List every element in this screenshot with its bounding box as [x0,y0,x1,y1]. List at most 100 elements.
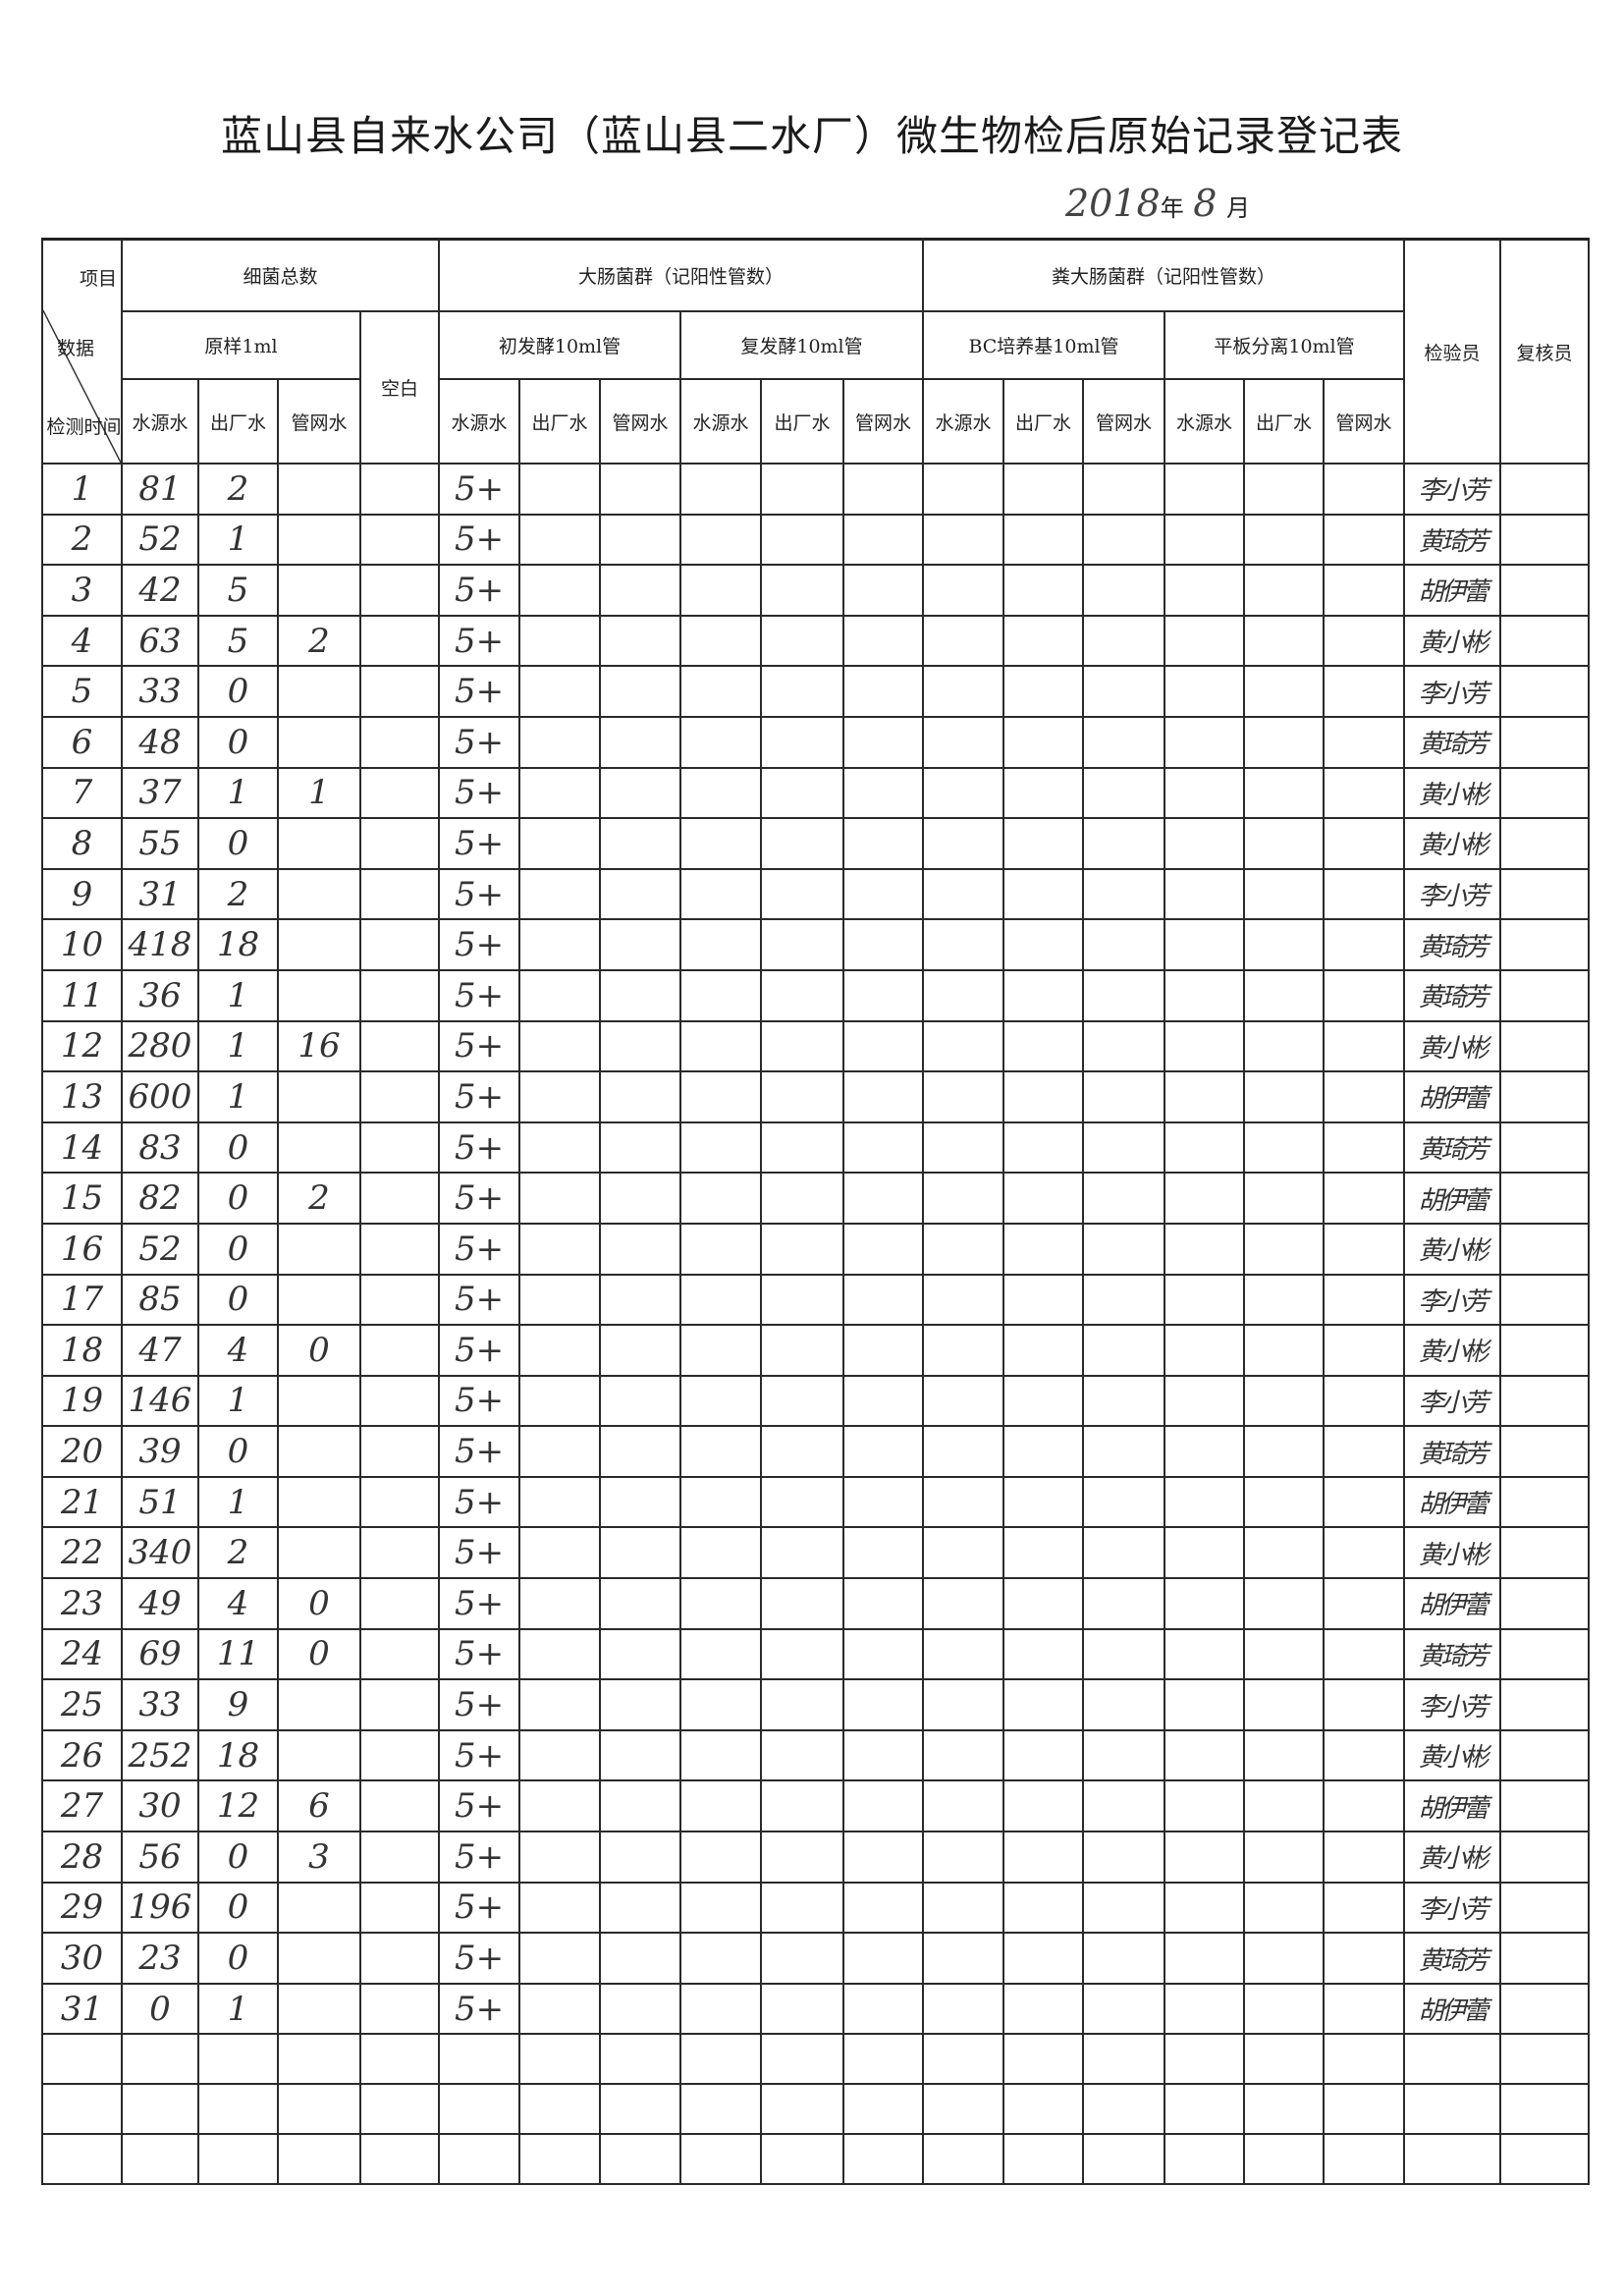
empty-cell [922,1627,1004,1681]
empty-cell [842,2033,924,2086]
blank-cell [359,1881,440,1935]
factory-water-count: 1 [197,968,279,1022]
empty-cell [1002,867,1084,921]
source-water-count: 85 [121,1273,199,1327]
empty-cell [842,1172,924,1225]
inspector-signature: 黄小彬 [1403,614,1501,668]
empty-cell [922,2083,1004,2136]
table-row: 26 252 18 5+ 黄小彬 [41,1728,1590,1782]
factory-water-count: 5 [197,564,279,617]
empty-cell [842,564,924,617]
initial-ferment-source: 5+ [438,867,520,921]
empty-cell [760,1374,844,1428]
initial-ferment-source: 5+ [438,968,520,1022]
empty-cell [922,1374,1004,1428]
inspector-signature: 黄琦芳 [1403,1932,1501,1985]
empty-cell [1002,766,1084,820]
initial-ferment-source: 5+ [438,1121,520,1175]
empty-cell [679,2033,762,2086]
empty-cell [922,1324,1004,1377]
inspector-signature: 黄小彬 [1403,1831,1501,1884]
empty-cell [922,513,1004,567]
empty-cell [922,2033,1004,2086]
empty-row [41,2033,1590,2086]
empty-cell [1243,1070,1325,1123]
table-row: 12 280 1 16 5+ 黄小彬 [41,1019,1590,1073]
day-cell: 27 [41,1779,123,1833]
empty-cell [842,1425,924,1478]
empty-cell [518,513,601,567]
empty-cell [1002,513,1084,567]
empty-cell [599,1324,681,1377]
empty-cell [1243,1526,1325,1580]
empty-cell [1243,1779,1325,1833]
empty-cell [1002,1324,1084,1377]
empty-cell [41,2133,123,2186]
empty-cell [1164,2133,1245,2186]
empty-cell [599,918,681,971]
empty-cell [599,1374,681,1428]
empty-cell [679,867,762,921]
initial-ferment-source: 5+ [438,1526,520,1580]
empty-cell [1323,2033,1405,2086]
empty-cell [599,1019,681,1073]
empty-cell [1082,1374,1165,1428]
subheader-network-water: 管网水 [599,378,681,465]
empty-cell [1002,1779,1084,1833]
empty-cell [760,867,844,921]
initial-ferment-source: 5+ [438,1627,520,1681]
empty-cell [1082,1121,1165,1175]
empty-cell [842,614,924,668]
table-row: 7 37 1 1 5+ 黄小彬 [41,766,1590,820]
network-water-count [277,1526,361,1580]
inspector-signature: 黄小彬 [1403,1324,1501,1377]
empty-cell [922,1678,1004,1731]
empty-cell [679,1881,762,1935]
day-cell: 23 [41,1577,123,1630]
inspector-signature: 李小芳 [1403,1273,1501,1327]
initial-ferment-source: 5+ [438,918,520,971]
empty-cell [922,1172,1004,1225]
empty-cell [1082,1831,1165,1884]
empty-cell [1323,513,1405,567]
empty-cell [842,463,924,516]
empty-cell [842,1526,924,1580]
day-cell: 7 [41,766,123,820]
day-cell: 4 [41,614,123,668]
empty-cell [1164,2033,1245,2086]
empty-cell [1323,1324,1405,1377]
empty-cell [1164,1070,1245,1123]
empty-cell [1082,1627,1165,1681]
blank-cell [359,918,440,971]
empty-cell [922,1070,1004,1123]
empty-cell [679,1070,762,1123]
empty-cell [679,1475,762,1529]
subheader-source-water: 水源水 [1164,378,1245,465]
network-water-count [277,715,361,769]
empty-cell [1002,1881,1084,1935]
empty-cell [1002,715,1084,769]
empty-cell [760,1019,844,1073]
empty-cell [518,968,601,1022]
factory-water-count: 12 [197,1779,279,1833]
reviewer-cell [1499,1526,1590,1580]
source-water-count: 83 [121,1121,199,1175]
reviewer-cell [1499,1678,1590,1731]
empty-cell [1403,2033,1501,2086]
day-cell: 25 [41,1678,123,1731]
inspector-signature: 胡伊蕾 [1403,1982,1501,2036]
empty-cell [1323,766,1405,820]
network-water-count [277,1881,361,1935]
inspector-signature: 黄琦芳 [1403,715,1501,769]
factory-water-count: 0 [197,665,279,718]
empty-cell [1082,1324,1165,1377]
empty-cell [1164,1627,1245,1681]
empty-cell [760,463,844,516]
reviewer-cell [1499,1222,1590,1276]
empty-cell [1002,1019,1084,1073]
empty-cell [518,1273,601,1327]
blank-cell [359,1678,440,1731]
empty-cell [760,766,844,820]
empty-cell [1002,1425,1084,1478]
empty-cell [1243,1627,1325,1681]
